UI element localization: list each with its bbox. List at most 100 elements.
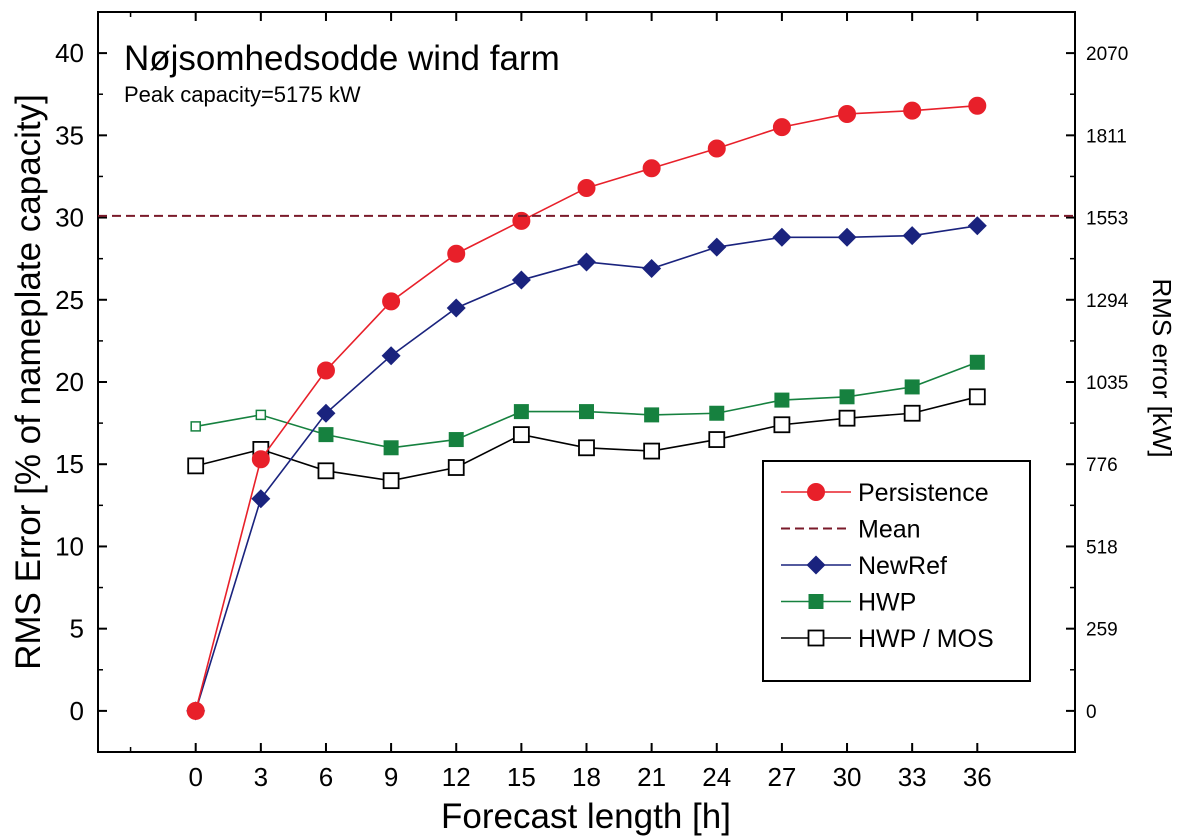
- legend-item-hwp: HWP: [781, 589, 916, 617]
- diamond-marker: [446, 298, 466, 318]
- chart-title: Nøjsomhedsodde wind farm: [124, 39, 560, 78]
- series-hwp: [190, 354, 985, 456]
- circle-marker: [316, 361, 335, 380]
- series-persistence: [186, 96, 987, 720]
- square-marker: [644, 407, 660, 423]
- diamond-marker: [642, 259, 662, 279]
- open-square-marker: [903, 404, 921, 422]
- circle-marker: [772, 118, 791, 137]
- diamond-marker: [967, 216, 987, 236]
- diamond-marker: [806, 555, 826, 575]
- legend-label: HWP / MOS: [858, 625, 994, 653]
- square-marker: [448, 432, 464, 448]
- diamond-marker: [837, 227, 857, 247]
- circle-marker: [968, 96, 987, 115]
- chart-subtitle: Peak capacity=5175 kW: [124, 82, 361, 107]
- diamond-marker: [251, 489, 271, 509]
- square-marker: [383, 440, 399, 456]
- square-marker: [774, 392, 790, 408]
- legend-label: Mean: [858, 516, 921, 544]
- legend: Persistence Mean NewRef HWP HWP / MOS: [762, 460, 1031, 682]
- square-marker: [839, 389, 855, 405]
- diamond-marker: [316, 403, 336, 423]
- y2-tick-label: 518: [1086, 537, 1118, 558]
- square-marker: [579, 404, 594, 420]
- diamond-marker: [381, 346, 401, 366]
- circle-marker: [707, 139, 726, 158]
- y-tick-label: 20: [55, 367, 84, 397]
- x-tick-label: 27: [767, 762, 796, 792]
- x-tick-label: 0: [188, 762, 202, 792]
- open-square-marker: [807, 629, 825, 647]
- legend-item-mean: Mean: [781, 516, 921, 544]
- open-square-marker: [447, 459, 465, 476]
- circle-marker: [838, 104, 857, 123]
- diamond-marker: [772, 227, 792, 247]
- circle-marker: [642, 159, 661, 178]
- x-tick-label: 30: [833, 762, 862, 792]
- diamond-marker: [511, 270, 531, 290]
- square-marker: [808, 594, 824, 609]
- legend-label: Persistence: [858, 479, 989, 507]
- y2-tick-label: 2070: [1086, 44, 1128, 65]
- x-axis-label: Forecast length [h]: [441, 797, 731, 836]
- y2-tick-label: 1811: [1086, 126, 1127, 147]
- y2-tick-label: 1294: [1086, 291, 1129, 312]
- x-tick-label: 15: [507, 762, 536, 792]
- x-tick-label: 18: [572, 762, 601, 792]
- x-tick-label: 9: [384, 762, 398, 792]
- diamond-marker: [707, 237, 727, 257]
- circle-marker: [382, 292, 401, 311]
- circle-marker: [577, 178, 596, 197]
- y2-tick-label: 259: [1086, 620, 1118, 641]
- circle-marker: [251, 450, 270, 469]
- y-axis-label: RMS Error [% of nameplate capacity]: [9, 94, 48, 670]
- y-tick-label: 30: [55, 203, 84, 233]
- x-tick-label: 24: [702, 762, 731, 792]
- y2-tick-label: 1553: [1086, 209, 1128, 230]
- y-tick-label: 10: [55, 531, 84, 561]
- circle-marker: [807, 483, 825, 501]
- y2-tick-label: 776: [1086, 455, 1118, 476]
- square-marker: [318, 427, 334, 443]
- y-tick-label: 5: [70, 614, 84, 644]
- series-hwp-mos: [187, 388, 986, 490]
- circle-marker: [512, 211, 531, 230]
- square-marker-small: [255, 409, 267, 421]
- open-square-marker: [578, 439, 595, 457]
- y2-tick-label: 1035: [1086, 373, 1128, 394]
- y-tick-label: 15: [55, 449, 84, 479]
- x-tick-label: 21: [637, 762, 666, 792]
- y2-tick-label: 0: [1086, 702, 1097, 723]
- open-square-marker: [382, 472, 400, 490]
- x-tick-label: 12: [442, 762, 471, 792]
- open-square-marker: [708, 431, 726, 448]
- open-square-marker: [968, 388, 986, 406]
- axes: 0 3 6 9 12 15 18 21 24 27 30 33 36051015202530354002…: [55, 11, 1129, 792]
- square-marker-small: [190, 421, 201, 432]
- open-square-marker: [187, 457, 205, 475]
- diamond-marker: [577, 252, 596, 272]
- legend-label: NewRef: [858, 552, 947, 580]
- diamond-marker: [902, 226, 922, 246]
- open-square-marker: [512, 426, 530, 444]
- y-tick-label: 35: [55, 120, 84, 150]
- open-square-marker: [317, 462, 335, 480]
- y2-axis-label: RMS error [kW]: [1147, 278, 1177, 457]
- circle-marker: [186, 701, 205, 720]
- circle-marker: [447, 244, 466, 263]
- square-marker: [709, 405, 725, 421]
- legend-item-newref: NewRef: [781, 552, 947, 580]
- circle-marker: [903, 101, 922, 120]
- open-square-marker: [643, 442, 661, 460]
- series-newref: [186, 216, 987, 721]
- square-marker: [513, 404, 529, 420]
- x-tick-label: 36: [963, 762, 992, 792]
- legend-label: HWP: [858, 589, 916, 617]
- y-tick-label: 0: [70, 696, 84, 726]
- y-tick-label: 40: [55, 38, 84, 68]
- y-tick-label: 25: [55, 285, 84, 315]
- x-tick-label: 6: [319, 762, 333, 792]
- legend-item-persistence: Persistence: [781, 479, 989, 507]
